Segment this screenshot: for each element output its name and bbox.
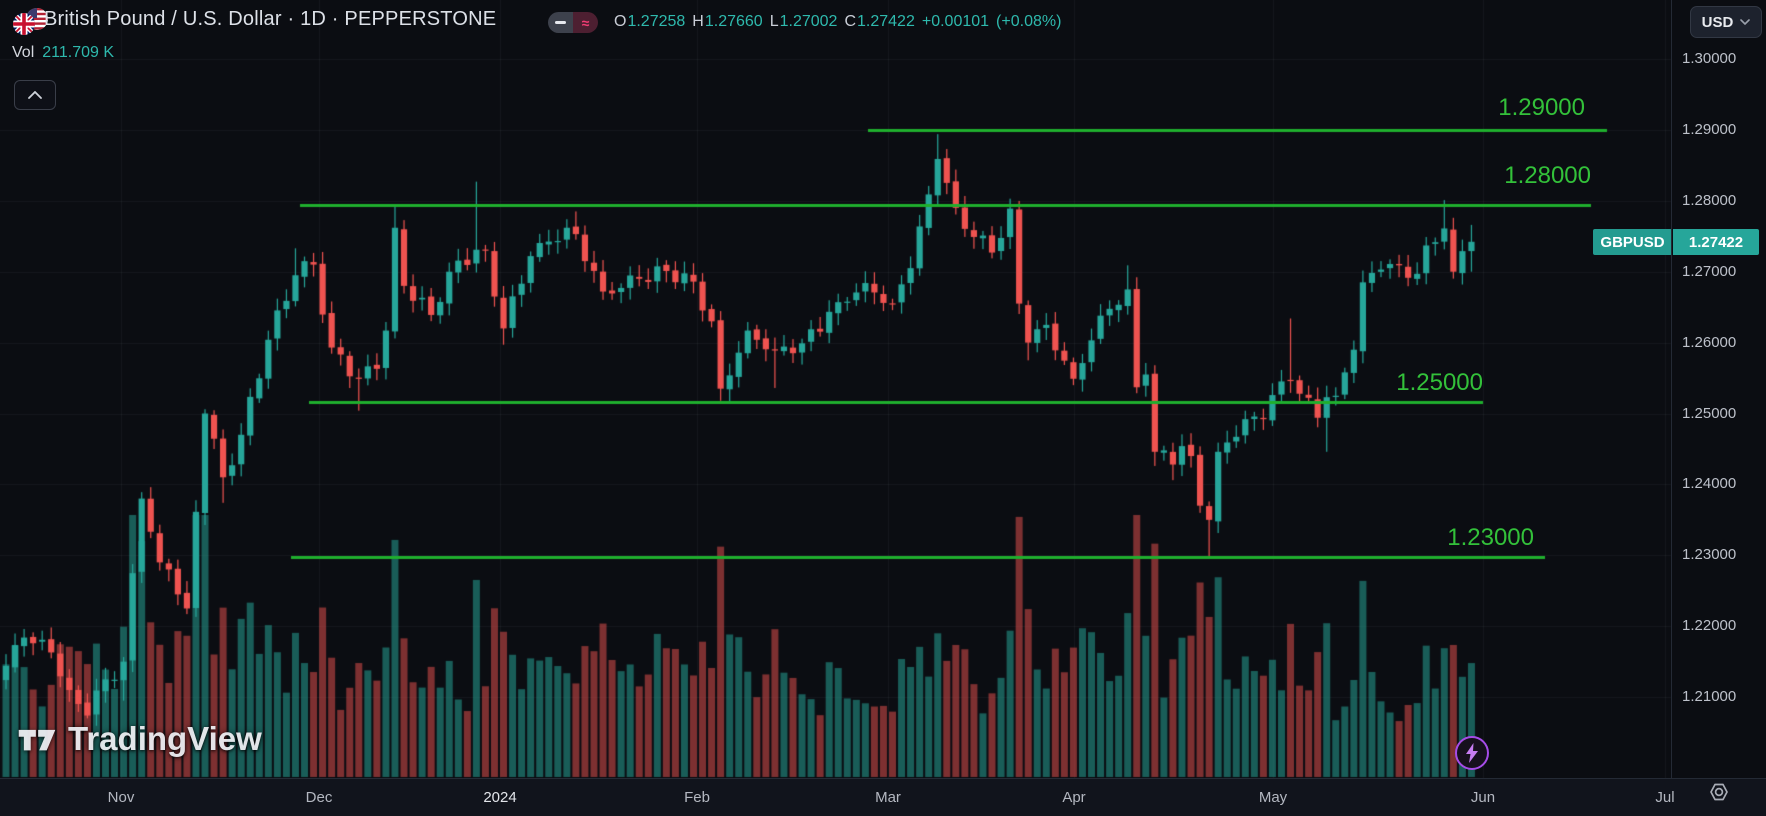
price-axis-label: 1.23000	[1682, 546, 1737, 564]
change-value: +0.00101	[921, 13, 990, 30]
time-axis-label-May: May	[1258, 789, 1288, 806]
price-axis-label: 1.27000	[1682, 262, 1737, 280]
level-label-1.25000[interactable]: 1.25000	[1396, 369, 1483, 396]
price-axis-label: 1.24000	[1682, 475, 1737, 493]
minus-icon	[548, 12, 573, 33]
low-value: 1.27002	[779, 13, 838, 30]
time-axis-label-Mar: Mar	[875, 789, 901, 806]
chevron-up-icon	[28, 91, 42, 99]
tradingview-watermark: TradingView	[16, 720, 262, 758]
high-value: 1.27660	[704, 13, 763, 30]
last-price-badge[interactable]: GBPUSD 1.27422	[1593, 229, 1759, 255]
currency-label: USD	[1701, 13, 1734, 31]
level-label-1.29000[interactable]: 1.29000	[1498, 94, 1585, 121]
open-value: 1.27258	[627, 13, 686, 30]
lightning-icon	[1466, 743, 1478, 763]
badge-symbol: GBPUSD	[1593, 229, 1672, 255]
price-axis-label: 1.21000	[1682, 688, 1737, 706]
settings-icon[interactable]	[1705, 778, 1733, 806]
level-label-1.28000[interactable]: 1.28000	[1504, 162, 1591, 189]
high-label: H	[692, 13, 704, 30]
price-axis-label: 1.28000	[1682, 191, 1737, 209]
level-label-1.23000[interactable]: 1.23000	[1447, 524, 1534, 551]
symbol-title: British Pound / U.S. Dollar · 1D · PEPPE…	[44, 8, 497, 30]
price-axis-label: 1.25000	[1682, 404, 1737, 422]
lightning-button[interactable]	[1455, 736, 1489, 770]
price-axis-border	[1671, 0, 1672, 778]
collapse-panel-button[interactable]	[14, 80, 56, 110]
price-axis-label: 1.30000	[1682, 50, 1737, 67]
symbol-flag-icon	[10, 7, 52, 42]
close-value: 1.27422	[857, 13, 915, 30]
low-label: L	[769, 13, 779, 30]
price-axis-label: 1.29000	[1682, 120, 1737, 138]
watermark-text: TradingView	[68, 720, 262, 757]
open-label: O	[614, 13, 627, 30]
time-axis-label-2024: 2024	[483, 789, 517, 806]
change-percent: (+0.08%)	[996, 13, 1062, 30]
price-axis-label: 1.22000	[1682, 617, 1737, 635]
volume-value: 211.709 K	[42, 44, 115, 61]
badge-price: 1.27422	[1673, 229, 1759, 255]
tradingview-logo-icon	[18, 729, 56, 751]
time-axis-label-Feb: Feb	[684, 789, 710, 806]
time-axis-label-Apr: Apr	[1062, 789, 1086, 806]
price-axis-label: 1.26000	[1682, 333, 1737, 351]
time-axis-label-Jul: Jul	[1655, 789, 1675, 806]
time-axis-label-Jun: Jun	[1470, 789, 1496, 806]
close-label: C	[844, 13, 857, 30]
time-axis[interactable]	[0, 778, 1766, 816]
currency-selector-button[interactable]: USD	[1690, 6, 1762, 38]
time-axis-label-Nov: Nov	[107, 789, 135, 806]
drawings-visibility-pill[interactable]: ≈	[548, 12, 598, 33]
volume-readout: Vol 211.709 K	[12, 44, 114, 62]
chevron-down-icon	[1740, 19, 1751, 25]
time-axis-label-Dec: Dec	[305, 789, 333, 806]
ohlc-readout: O 1.27258 H 1.27660 L 1.27002 C 1.27422 +0.0…	[614, 13, 1061, 31]
approx-icon: ≈	[573, 12, 598, 33]
volume-label: Vol	[12, 44, 35, 61]
